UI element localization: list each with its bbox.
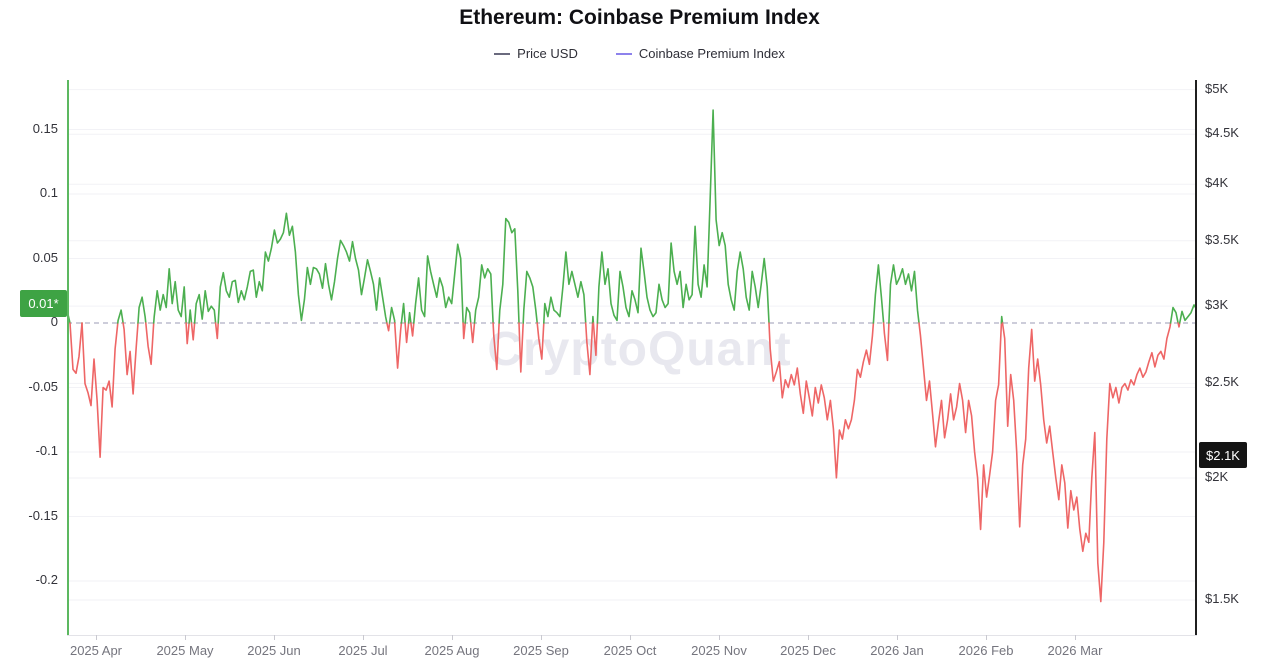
premium-index-line <box>185 322 190 345</box>
premium-index-line <box>410 322 415 337</box>
chart-canvas[interactable] <box>67 80 1197 635</box>
premium-index-line <box>214 322 219 340</box>
x-axis-month-label: 2025 Jul <box>338 643 388 658</box>
x-axis-month-label: 2025 Apr <box>69 643 123 658</box>
premium-index-line <box>584 322 594 376</box>
right-axis-tick-label: $3.5K <box>1205 231 1239 247</box>
premium-index-line <box>1169 306 1179 324</box>
x-axis-tick-mark <box>452 635 453 640</box>
left-axis-tick-label: -0.15 <box>28 507 58 523</box>
left-axis-tick-label: 0 <box>50 314 58 329</box>
left-axis-tick-label: -0.05 <box>28 378 58 394</box>
x-axis-month-label: 2026 Jan <box>870 643 924 658</box>
premium-index-line <box>404 322 410 344</box>
x-axis-line <box>67 635 1197 636</box>
right-axis-tick-label: $4.5K <box>1205 125 1239 141</box>
premium-index-line <box>1000 315 1004 324</box>
right-axis-tick-label: $5K <box>1205 80 1229 96</box>
premium-index-line <box>473 264 494 324</box>
premium-index-line <box>188 309 193 324</box>
x-axis-tick-mark <box>897 635 898 640</box>
premium-index-line <box>400 302 406 324</box>
left-axis-tick-label: 0.15 <box>32 120 58 136</box>
price-usd-legend-swatch-icon <box>494 52 511 55</box>
premium-index-line <box>888 264 920 324</box>
premium-index-line <box>469 322 476 344</box>
legend-label-price-usd: Price USD <box>517 46 578 61</box>
premium-index-line <box>190 322 196 341</box>
x-axis-month-label: 2026 Mar <box>1047 643 1103 658</box>
right-axis-tick-label: $3K <box>1205 297 1229 313</box>
price-usd-line <box>67 109 1197 618</box>
left-axis-tick-label: 0.1 <box>39 185 58 200</box>
premium-index-line <box>768 322 875 479</box>
right-axis-tick-label: $1.5K <box>1205 590 1239 606</box>
legend-item-coinbase-premium-index[interactable]: Coinbase Premium Index <box>615 46 785 61</box>
premium-index-line <box>596 109 770 324</box>
left-axis-tick-label: -0.2 <box>35 572 58 587</box>
x-axis-tick-mark <box>274 635 275 640</box>
premium-index-line <box>462 322 467 340</box>
page-title: Ethereum: Coinbase Premium Index <box>459 6 820 29</box>
premium-index-line <box>592 322 599 357</box>
premium-index-line <box>542 251 587 324</box>
premium-index-line <box>122 322 139 395</box>
legend: Price USD Coinbase Premium Index <box>0 46 1279 61</box>
legend-item-price-usd[interactable]: Price USD <box>494 46 578 61</box>
premium-current-value-badge: 0.01* <box>20 290 67 317</box>
premium-index-line <box>152 267 187 324</box>
premium-index-line <box>407 311 412 324</box>
x-axis-tick-mark <box>630 635 631 640</box>
premium-index-line <box>81 322 119 459</box>
x-axis-tick-mark <box>363 635 364 640</box>
premium-index-line <box>536 322 545 360</box>
premium-index-line <box>137 296 147 324</box>
left-axis-tick-label: -0.1 <box>35 443 58 458</box>
x-axis-month-label: 2026 Feb <box>958 643 1014 658</box>
premium-index-line <box>872 264 885 324</box>
premium-index-line <box>145 322 155 366</box>
price-current-value-badge: $2.1K <box>1199 442 1247 468</box>
premium-index-line <box>412 243 464 324</box>
left-axis-tick-label: 0.05 <box>32 249 58 265</box>
x-axis-tick-mark <box>1075 635 1076 640</box>
premium-index-line <box>464 306 472 324</box>
legend-label-coinbase-premium-index: Coinbase Premium Index <box>638 46 785 61</box>
x-axis-month-label: 2025 Sep <box>513 643 569 658</box>
x-axis-month-label: 2025 May <box>156 643 214 658</box>
right-axis-tick-label: $2.5K <box>1205 374 1239 390</box>
premium-index-line <box>1178 304 1197 324</box>
premium-index-line <box>518 322 525 373</box>
right-axis-tick-label: $4K <box>1205 175 1229 191</box>
premium-index-line <box>522 270 539 324</box>
premium-index-line <box>393 322 403 369</box>
premium-index-line <box>498 217 520 324</box>
premium-index-line <box>918 322 1003 531</box>
x-axis-month-label: 2025 Dec <box>780 643 836 658</box>
x-axis-tick-mark <box>808 635 809 640</box>
x-axis-tick-mark <box>719 635 720 640</box>
premium-index-line <box>1177 322 1181 328</box>
premium-index-line <box>69 322 83 375</box>
premium-index-line <box>492 322 500 371</box>
x-axis-month-label: 2025 Aug <box>424 643 480 658</box>
x-axis-tick-mark <box>541 635 542 640</box>
premium-index-line <box>217 212 388 324</box>
premium-index-line <box>882 322 890 362</box>
premium-index-line <box>388 306 396 324</box>
premium-index-line <box>1001 322 1172 603</box>
premium-index-line <box>386 322 391 332</box>
x-axis-month-label: 2025 Oct <box>603 643 657 658</box>
premium-index-line <box>193 289 217 324</box>
premium-index-line <box>117 309 124 324</box>
x-axis-month-label: 2025 Jun <box>247 643 301 658</box>
x-axis-tick-mark <box>986 635 987 640</box>
x-axis-tick-mark <box>96 635 97 640</box>
right-axis-tick-label: $2K <box>1205 469 1229 484</box>
x-axis-tick-mark <box>185 635 186 640</box>
premium-index-legend-swatch-icon <box>615 52 632 55</box>
x-axis-month-label: 2025 Nov <box>691 643 747 658</box>
premium-index-line <box>591 315 595 324</box>
